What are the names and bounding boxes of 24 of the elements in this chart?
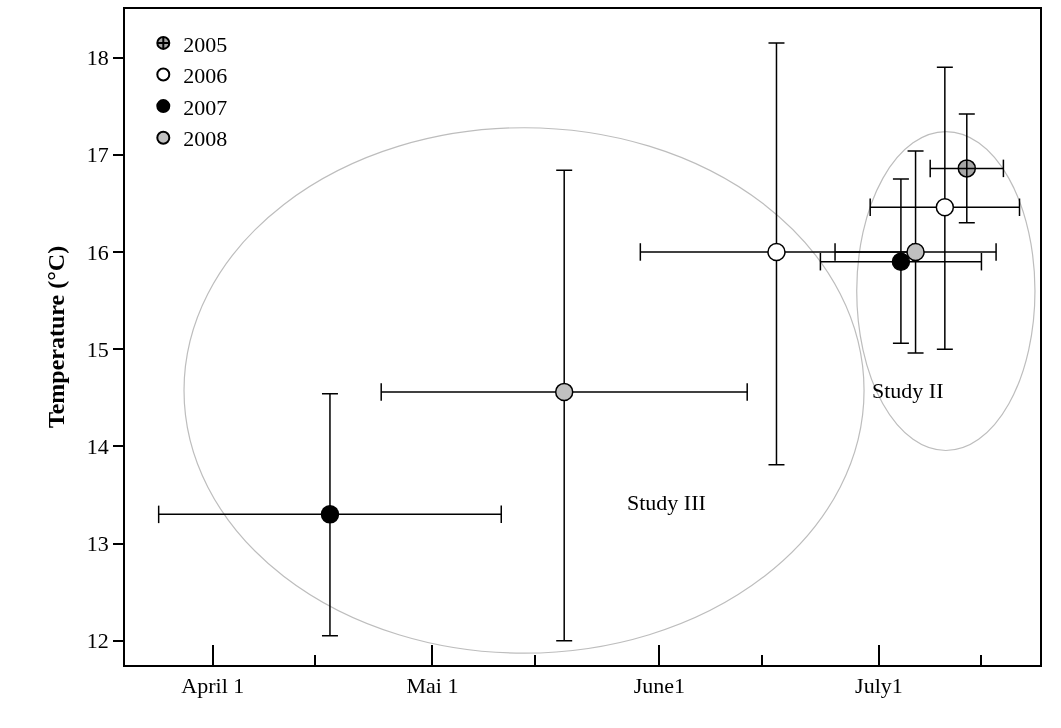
point bbox=[320, 505, 340, 524]
annotation: Study II bbox=[872, 378, 944, 403]
legend-label: 2006 bbox=[183, 63, 228, 89]
y-tick-label: 17 bbox=[86, 142, 109, 168]
point bbox=[554, 382, 574, 402]
y-tick-label: 18 bbox=[86, 45, 109, 71]
x-tick-label: July1 bbox=[855, 673, 903, 699]
y-tick-label: 12 bbox=[86, 628, 109, 654]
annotation: Study III bbox=[627, 490, 706, 515]
legend-label: 2007 bbox=[183, 94, 228, 120]
y-tick-label: 15 bbox=[86, 336, 109, 362]
x-tick-label: April 1 bbox=[181, 673, 245, 699]
legend-label: 2008 bbox=[183, 126, 228, 152]
y-tick-label: 14 bbox=[86, 434, 109, 460]
legend-label: 2005 bbox=[183, 31, 228, 57]
x-tick-label: Mai 1 bbox=[406, 673, 459, 699]
point bbox=[906, 242, 925, 262]
point bbox=[891, 252, 911, 271]
point bbox=[767, 242, 786, 262]
y-tick-label: 16 bbox=[86, 239, 109, 265]
point bbox=[935, 198, 955, 217]
x-tick-label: June1 bbox=[633, 673, 686, 699]
y-axis-title: Temperature (°C) bbox=[43, 245, 70, 429]
y-tick-label: 13 bbox=[86, 531, 109, 557]
